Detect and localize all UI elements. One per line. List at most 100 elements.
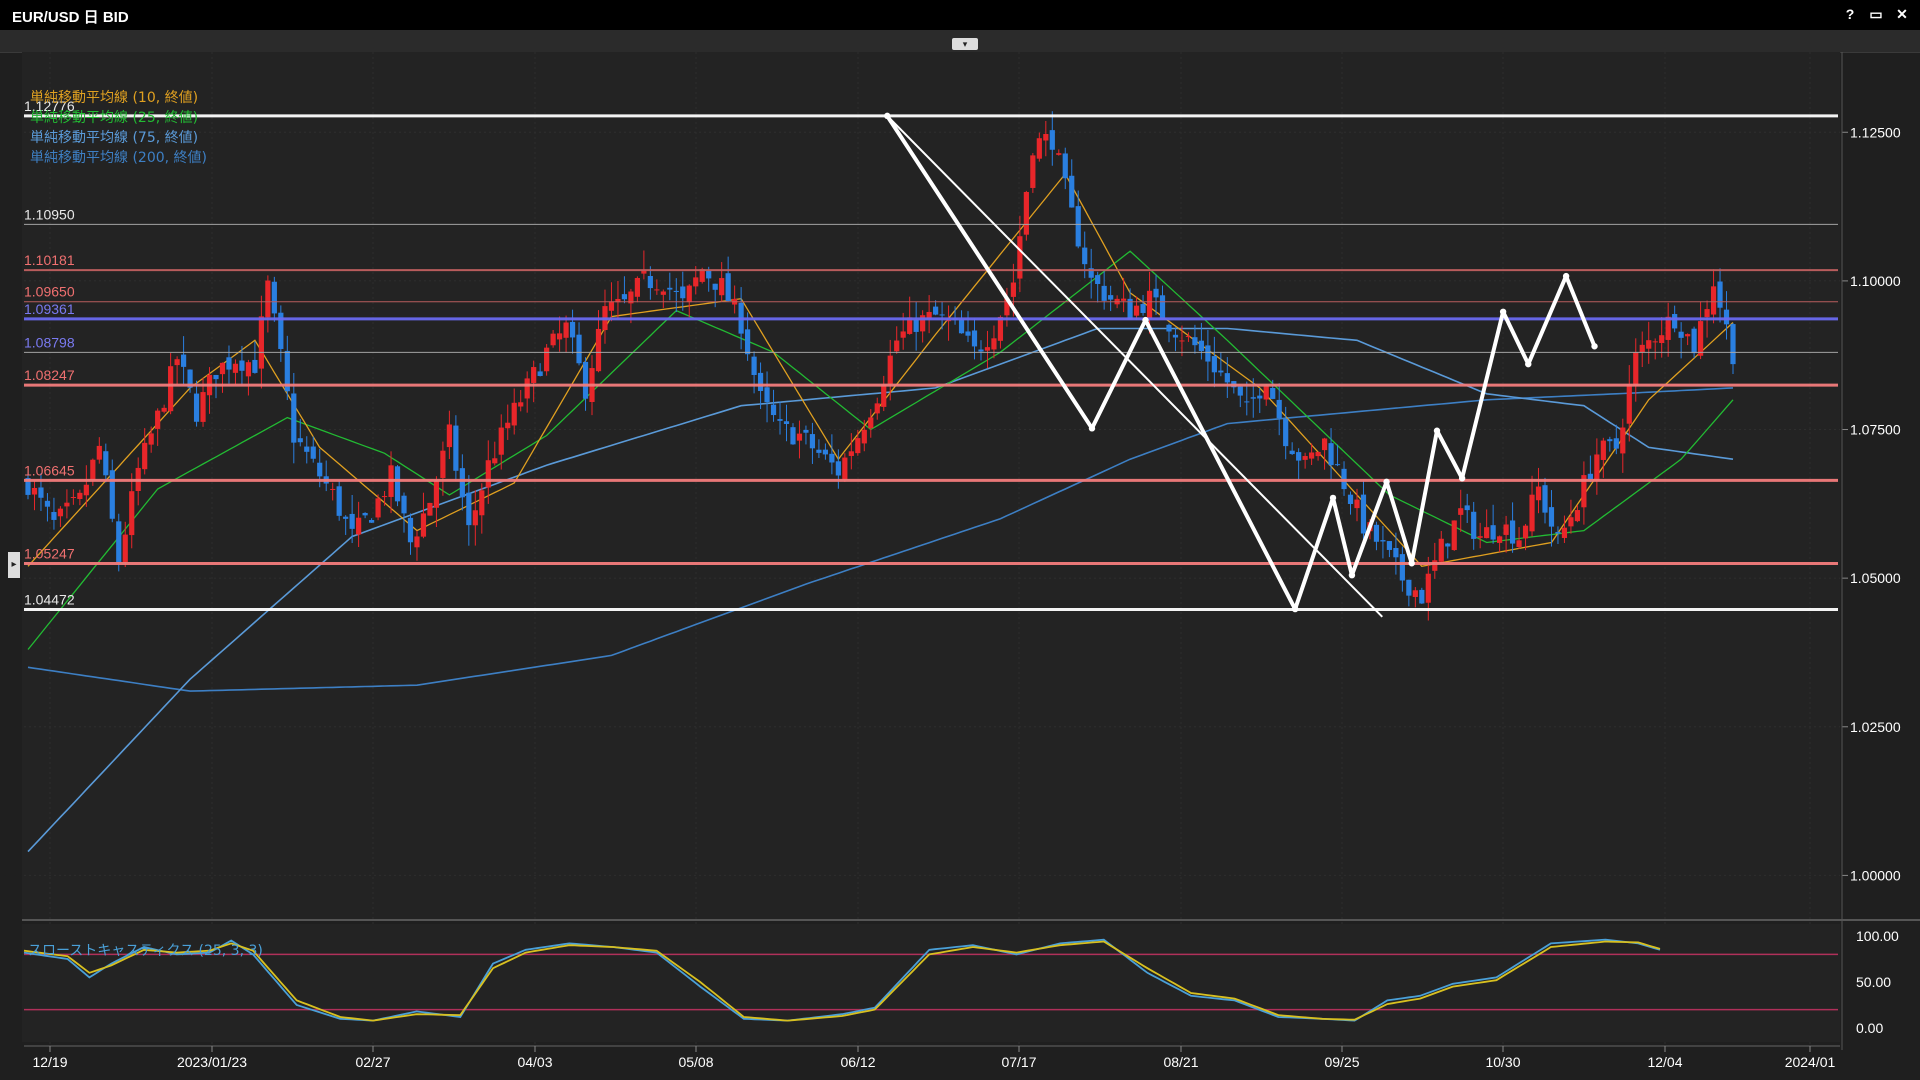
ma25-line: [27, 250, 1734, 650]
zigzag-node: [1591, 343, 1598, 350]
candle-body: [226, 357, 232, 370]
candle-body: [57, 508, 64, 517]
candle-body: [848, 451, 854, 456]
plot-background: [22, 52, 1840, 920]
candle-body: [109, 470, 115, 519]
candle-body: [284, 350, 290, 392]
candle-body: [842, 457, 848, 480]
candle-body: [122, 534, 128, 563]
candle-body: [1250, 397, 1256, 399]
candle-body: [375, 498, 381, 518]
candle-body: [407, 517, 414, 543]
candle-body: [168, 366, 174, 412]
candle-body: [116, 521, 122, 563]
candle-body: [265, 280, 271, 318]
candle-body: [1484, 527, 1490, 539]
candle-body: [1659, 335, 1665, 343]
candle-body: [1412, 590, 1418, 597]
candle-body: [654, 289, 660, 291]
candle-body: [621, 294, 628, 300]
candle-body: [349, 513, 355, 529]
candle-body: [667, 287, 673, 290]
zigzag-node: [1408, 560, 1415, 567]
candle-body: [1049, 130, 1055, 150]
candle-body: [297, 438, 303, 443]
zigzag-node: [1291, 605, 1299, 613]
candle-body: [245, 362, 252, 377]
candle-body: [1088, 268, 1094, 278]
candle-body: [680, 286, 686, 299]
candle-body: [634, 278, 640, 297]
grid-lines: [24, 52, 1840, 1050]
candle-body: [161, 407, 167, 412]
candle-body: [148, 433, 154, 445]
trend-line: [886, 115, 1383, 618]
price-tick-label: 1.07500: [1850, 422, 1901, 438]
candle-body: [1321, 438, 1328, 451]
candle-body: [1023, 192, 1029, 235]
candle-body: [1354, 499, 1360, 509]
candle-body: [1172, 334, 1179, 338]
candle-body: [180, 354, 187, 367]
candle-body: [1399, 554, 1405, 581]
candle-body: [258, 316, 264, 369]
candle-body: [213, 374, 219, 380]
candle-body: [894, 340, 900, 352]
candle-body: [1548, 507, 1555, 527]
candle-body: [1192, 337, 1198, 346]
candle-body: [446, 424, 452, 448]
candle-body: [479, 490, 485, 516]
candle-body: [1542, 485, 1548, 513]
legend-entry: 単純移動平均線 (25, 終値): [30, 110, 198, 126]
candle-body: [1522, 525, 1529, 539]
candle-body: [25, 478, 31, 495]
candle-body: [129, 491, 135, 536]
candles: [25, 111, 1736, 621]
candle-body: [381, 496, 388, 498]
candle-body: [1127, 298, 1133, 320]
candle-body: [1704, 309, 1710, 318]
side-panel-toggle[interactable]: ▸: [8, 552, 20, 578]
candle-body: [174, 359, 180, 366]
candle-body: [751, 356, 757, 376]
price-level-label: 1.04472: [24, 592, 75, 608]
candle-body: [1393, 547, 1399, 558]
date-tick-label: 12/04: [1647, 1054, 1682, 1070]
date-tick-label: 06/12: [840, 1054, 875, 1070]
candle-body: [887, 355, 893, 385]
candle-body: [913, 319, 919, 332]
candle-body: [615, 298, 621, 303]
candle-body: [868, 417, 874, 429]
maximize-button[interactable]: ▭: [1869, 6, 1883, 22]
price-axis: 1.12500 1.10000 1.07500 1.05000 1.02500 1.000…: [1842, 124, 1901, 883]
candle-body: [1179, 340, 1185, 342]
candle-body: [1555, 531, 1561, 534]
candle-body: [1309, 452, 1315, 459]
candle-body: [1166, 324, 1172, 332]
candle-body: [550, 333, 556, 346]
price-level-label: 1.09361: [24, 301, 75, 317]
candle-body: [472, 510, 478, 526]
price-level-label: 1.08247: [24, 367, 75, 383]
help-button[interactable]: ?: [1845, 6, 1855, 22]
candle-body: [1561, 527, 1568, 538]
candle-body: [232, 363, 239, 373]
candle-body: [1406, 579, 1412, 596]
candle-body: [38, 487, 44, 498]
candle-body: [466, 492, 472, 526]
candle-body: [569, 321, 576, 338]
candle-body: [1386, 541, 1393, 550]
candle-body: [1535, 486, 1542, 501]
collapse-toggle[interactable]: ▾: [952, 38, 978, 50]
close-button[interactable]: ✕: [1896, 6, 1908, 22]
candle-body: [1004, 298, 1010, 316]
candle-body: [745, 329, 751, 355]
candle-body: [1672, 314, 1678, 329]
candle-body: [926, 311, 932, 319]
candle-body: [971, 330, 978, 347]
candle-body: [291, 393, 297, 443]
candle-body: [1315, 451, 1321, 457]
candle-body: [1056, 153, 1062, 155]
candle-body: [239, 360, 245, 371]
